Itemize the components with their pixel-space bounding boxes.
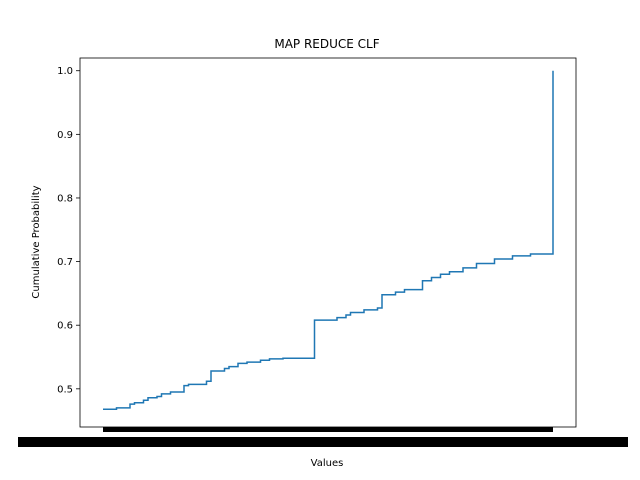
x-axis <box>103 427 553 432</box>
y-tick-label: 0.6 <box>57 321 73 332</box>
cdf-line <box>103 70 554 410</box>
y-axis: 0.5 0.6 0.7 0.8 0.9 1.0 <box>57 66 80 395</box>
x-axis-label: Values <box>311 458 344 469</box>
y-tick-label: 0.7 <box>57 257 73 268</box>
chart-title: MAP REDUCE CLF <box>274 37 379 51</box>
y-tick-label: 0.8 <box>57 193 73 204</box>
x-tick-marks <box>103 427 553 432</box>
y-tick-label: 0.5 <box>57 384 73 395</box>
y-tick-label: 1.0 <box>57 66 73 77</box>
plot-frame <box>79 57 577 428</box>
x-tick-label-band <box>18 437 628 447</box>
y-axis-label: Cumulative Probability <box>31 185 42 298</box>
y-tick-label: 0.9 <box>57 130 73 141</box>
